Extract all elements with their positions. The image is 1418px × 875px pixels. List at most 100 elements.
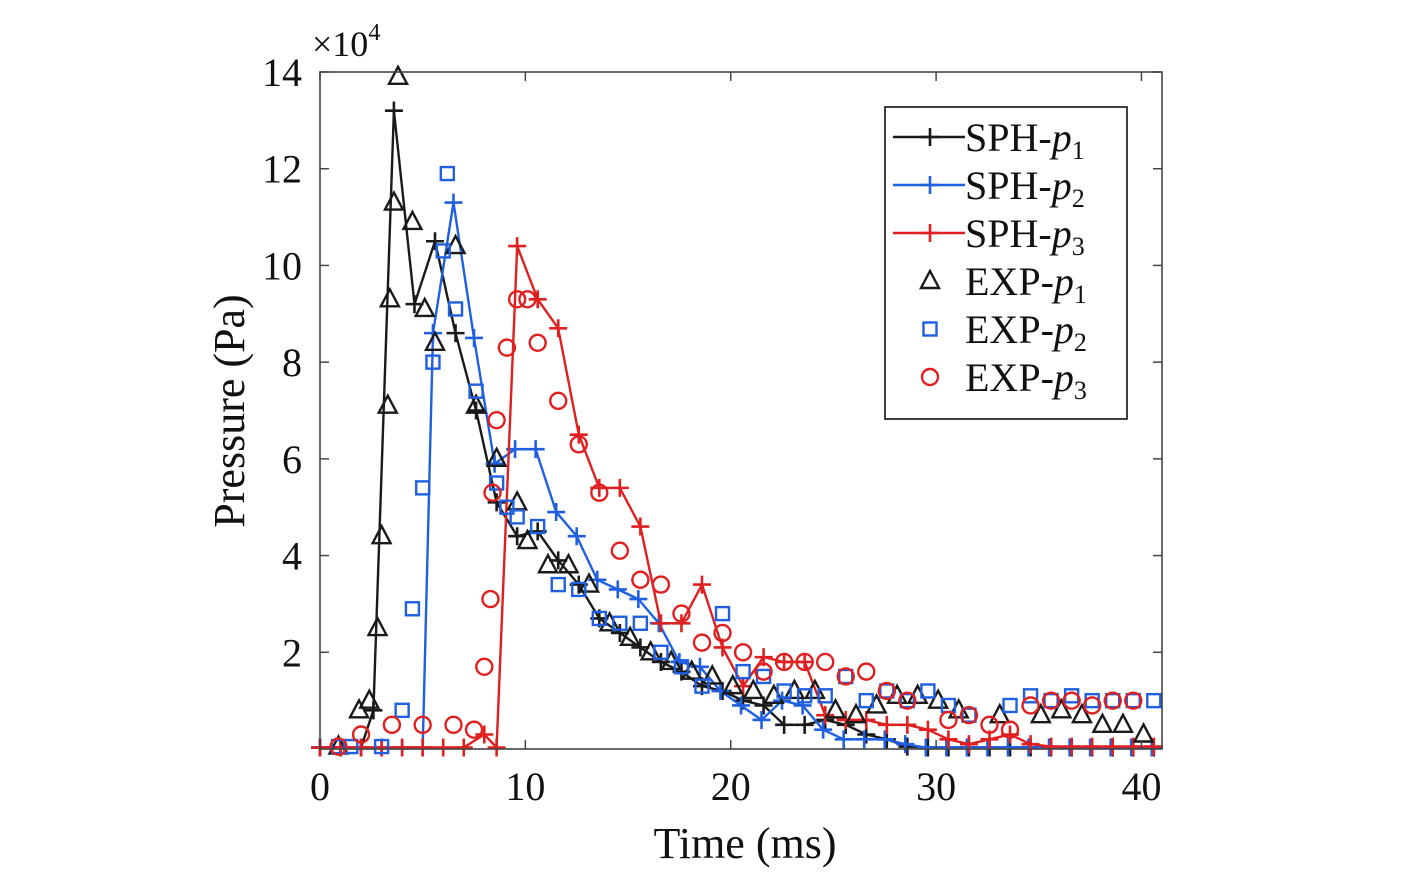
- data-point: [1146, 692, 1162, 709]
- data-point: [980, 715, 999, 735]
- legend-label: SPH-p1: [965, 115, 1085, 165]
- data-point: [632, 615, 649, 631]
- data-point: [487, 738, 506, 757]
- data-point: [387, 64, 410, 86]
- data-point: [672, 604, 691, 623]
- x-tick-label: 10: [505, 764, 545, 809]
- ticks-layer: 0 10 20 30 40 2 4 6 8 10 12 14: [262, 50, 1162, 809]
- data-point: [957, 738, 976, 757]
- data-point: [701, 663, 724, 685]
- data-point: [1111, 712, 1134, 734]
- legend-marker: [921, 128, 939, 146]
- data-point: [393, 738, 412, 757]
- data-point: [549, 319, 568, 338]
- data-point: [509, 509, 525, 525]
- data-point: [920, 683, 936, 699]
- data-point: [673, 659, 690, 675]
- y-axis-label: Pressure (Pa): [205, 294, 254, 527]
- data-point: [1043, 692, 1059, 709]
- data-point: [516, 528, 539, 550]
- data-point: [364, 701, 383, 720]
- data-point: [898, 715, 917, 734]
- data-point: [795, 715, 814, 734]
- data-point: [1019, 738, 1038, 757]
- data-point: [435, 243, 451, 259]
- data-point: [382, 715, 402, 735]
- data-point: [378, 286, 401, 308]
- data-point: [898, 691, 917, 710]
- legend-box: [884, 106, 1128, 420]
- data-point: [1063, 688, 1080, 704]
- data-point: [424, 330, 446, 351]
- data-point: [721, 673, 744, 695]
- data-point: [518, 290, 537, 309]
- y-multiplier-exponent: 4: [368, 20, 380, 46]
- data-point: [444, 233, 467, 255]
- data-point: [550, 576, 566, 593]
- data-point: [939, 730, 958, 749]
- data-point: [465, 328, 484, 347]
- data-point: [899, 692, 916, 709]
- y-tick-label: 10: [262, 243, 302, 288]
- data-point: [774, 652, 794, 672]
- data-point: [549, 391, 568, 411]
- series-6: [329, 290, 1143, 756]
- y-tick-label: 6: [282, 437, 302, 482]
- data-point: [1002, 697, 1018, 714]
- data-point: [485, 446, 508, 468]
- data-point: [414, 480, 431, 496]
- data-point: [775, 652, 794, 671]
- data-point: [1042, 737, 1061, 756]
- x-tick-label: 40: [1121, 764, 1161, 809]
- legend-item-1: SPH-p1: [893, 115, 1085, 165]
- data-point: [343, 738, 359, 755]
- data-point: [631, 570, 650, 589]
- data-point: [875, 730, 894, 749]
- data-point: [465, 393, 488, 414]
- data-point: [838, 668, 854, 685]
- data-point: [1103, 691, 1122, 710]
- data-point: [1084, 692, 1100, 709]
- data-point: [329, 737, 348, 756]
- data-point: [401, 209, 424, 231]
- data-point: [405, 295, 424, 314]
- data-point: [733, 643, 753, 662]
- legend-item-5: EXP-p2: [922, 307, 1087, 357]
- data-point: [590, 483, 609, 502]
- data-point: [467, 401, 486, 420]
- legend-label: SPH-p2: [965, 163, 1085, 213]
- data-point: [1144, 737, 1163, 756]
- data-point: [547, 503, 566, 522]
- data-point: [879, 683, 895, 699]
- data-point: [439, 165, 456, 182]
- data-point: [404, 601, 421, 617]
- legend-item-4: EXP-p1: [919, 259, 1087, 309]
- data-point: [694, 678, 710, 694]
- data-point: [796, 688, 813, 704]
- data-point: [1083, 737, 1102, 756]
- data-point: [857, 710, 876, 729]
- data-point: [855, 730, 874, 749]
- data-point: [497, 338, 517, 357]
- data-point: [1000, 720, 1020, 739]
- data-point: [526, 440, 545, 459]
- data-point: [464, 720, 484, 739]
- data-point: [567, 527, 586, 546]
- y-tick-label: 4: [282, 534, 302, 579]
- data-point: [1091, 712, 1114, 734]
- data-point: [612, 615, 628, 631]
- series-2: [311, 193, 1161, 757]
- data-point: [1022, 688, 1039, 704]
- data-point: [959, 705, 979, 725]
- data-point: [754, 662, 773, 681]
- data-point: [1062, 737, 1081, 756]
- data-point: [610, 478, 629, 497]
- data-point: [1124, 737, 1143, 756]
- data-point: [629, 590, 648, 609]
- data-point: [988, 702, 1011, 724]
- data-point: [370, 523, 393, 545]
- data-point: [475, 725, 494, 744]
